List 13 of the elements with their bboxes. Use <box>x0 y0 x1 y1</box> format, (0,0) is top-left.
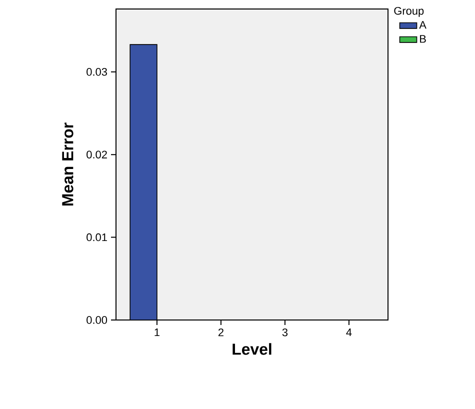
y-tick-label: 0.03 <box>86 68 107 76</box>
y-tick-label: 0.00 <box>86 316 108 324</box>
x-tick-label: 1 <box>154 328 160 336</box>
y-axis-title: Mean Error <box>62 122 74 206</box>
y-tick-label: 0.01 <box>86 233 107 242</box>
x-tick-label: 3 <box>282 328 288 336</box>
legend-title: Group <box>394 6 424 17</box>
x-tick-label: 4 <box>346 328 352 336</box>
x-axis-title: Level <box>232 343 272 355</box>
y-tick-label: 0.02 <box>86 150 107 158</box>
legend-label: B <box>420 35 426 43</box>
legend-label: A <box>419 21 426 29</box>
x-tick-label: 2 <box>218 328 224 336</box>
